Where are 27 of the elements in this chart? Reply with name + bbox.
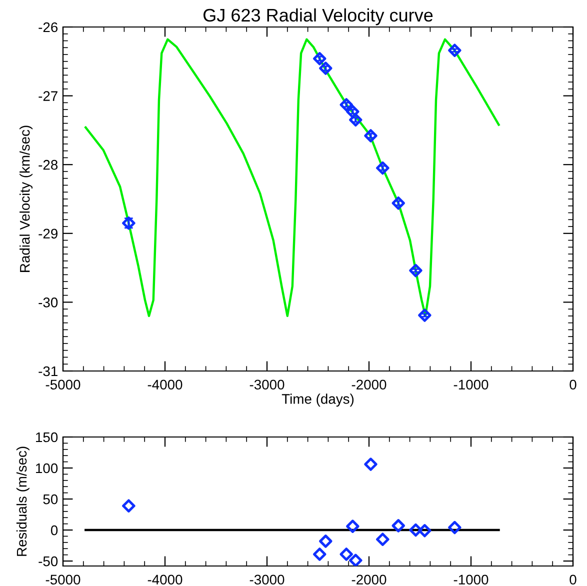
y-tick-label: 100 bbox=[36, 463, 58, 474]
y-tick-label: -28 bbox=[38, 160, 58, 170]
y-axis-title: Radial Velocity (km/sec) bbox=[20, 126, 33, 272]
y-tick-label: -26 bbox=[38, 22, 58, 32]
y-axis-title: Residuals (m/sec) bbox=[16, 446, 30, 556]
x-tick-label: -1000 bbox=[454, 380, 488, 390]
y-tick-label: 0 bbox=[50, 525, 58, 536]
y-tick-label: 150 bbox=[36, 432, 58, 442]
x-tick-label: -3000 bbox=[250, 380, 284, 390]
y-tick-label: -27 bbox=[38, 91, 58, 101]
x-tick-label: -3000 bbox=[250, 574, 284, 585]
x-tick-label: -5000 bbox=[46, 574, 80, 585]
x-axis-title: Time (days) bbox=[282, 394, 354, 407]
x-tick-label: -5000 bbox=[46, 380, 80, 390]
y-tick-label: 50 bbox=[43, 494, 58, 504]
x-tick-label: -1000 bbox=[454, 574, 488, 585]
x-tick-label: 0 bbox=[570, 574, 576, 585]
x-tick-label: 0 bbox=[570, 380, 576, 390]
y-tick-label: -31 bbox=[38, 366, 58, 376]
x-tick-label: -2000 bbox=[352, 574, 386, 585]
y-tick-label: -50 bbox=[38, 556, 58, 566]
y-tick-label: -30 bbox=[38, 298, 58, 308]
chart-title: GJ 623 Radial Velocity curve bbox=[204, 8, 433, 26]
x-tick-label: -4000 bbox=[148, 380, 182, 390]
x-tick-label: -4000 bbox=[148, 574, 182, 585]
y-tick-label: -29 bbox=[38, 228, 58, 239]
x-tick-label: -2000 bbox=[352, 380, 386, 390]
